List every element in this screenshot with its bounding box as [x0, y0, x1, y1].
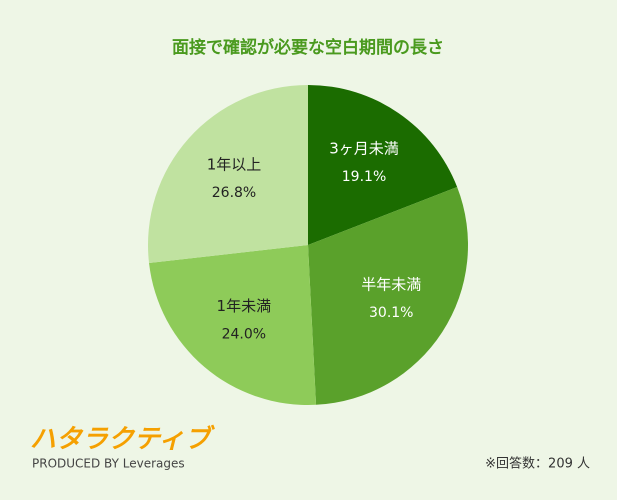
value-label: 19.1% — [342, 169, 386, 185]
slice-label: 3ヶ月未満 — [329, 140, 399, 158]
value-label: 30.1% — [369, 305, 413, 321]
pie-slice — [308, 85, 458, 245]
slice-label: 半年未満 — [361, 275, 421, 293]
pie-slice — [308, 187, 468, 405]
pie-slice — [149, 245, 317, 405]
slice-label: 1年以上 — [207, 155, 262, 173]
pie-slice — [148, 85, 308, 264]
chart-title: 面接で確認が必要な空白期間の長さ — [172, 37, 444, 58]
value-label: 26.8% — [212, 185, 256, 201]
value-label: 24.0% — [222, 327, 266, 343]
note: ※回答数：209 人 — [485, 456, 590, 472]
credit: PRODUCED BY Leverages — [32, 457, 185, 471]
slice-label: 1年未満 — [217, 297, 272, 315]
logo: ハタラクティブ — [30, 425, 215, 455]
